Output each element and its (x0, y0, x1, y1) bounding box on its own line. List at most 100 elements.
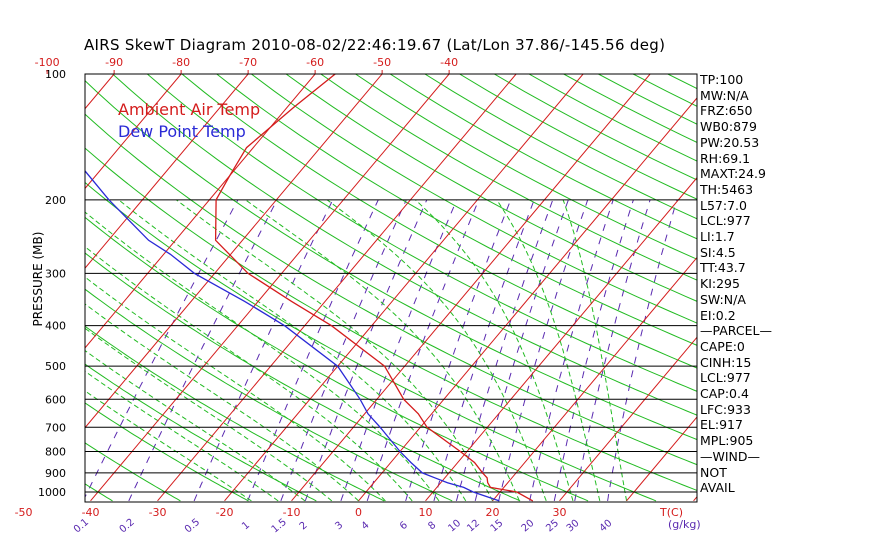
isotherm-line (291, 74, 651, 502)
stat-line: CAP:0.4 (700, 386, 749, 402)
mixing-ratio-line (405, 199, 512, 502)
mixing-ratio-line (529, 199, 614, 502)
mixing-ratio-tick-label: 10 (446, 518, 463, 535)
stat-line: NOT (700, 464, 727, 480)
moist-adiabat-line (326, 199, 547, 502)
top-temp-tick-label: -60 (306, 56, 324, 69)
isotherm-line (224, 74, 584, 502)
mixing-ratio-line (280, 199, 407, 502)
top-temp-tick-label: -80 (172, 56, 190, 69)
pressure-tick-label: 400 (45, 320, 66, 333)
bottom-temp-tick-label: -10 (283, 506, 301, 519)
dry-adiabat-line (146, 74, 697, 392)
plot-frame (84, 73, 698, 503)
pressure-tick-label: 1000 (38, 486, 66, 499)
stat-line: LI:1.7 (700, 229, 735, 245)
mixing-ratio-lines (85, 199, 678, 502)
mixing-ratio-tick-label: 25 (544, 518, 561, 535)
moist-adiabat-line (85, 349, 306, 502)
isotherm-line (358, 97, 697, 502)
moist-adiabat-line (85, 327, 333, 502)
isotherm-line (559, 336, 697, 502)
mixing-ratio-tick-label: 4 (360, 520, 372, 533)
top-temp-tick-label: -40 (440, 56, 458, 69)
dry-adiabat-line (285, 74, 697, 302)
mixing-ratio-tick-label: 0.1 (72, 517, 91, 536)
mixing-ratio-tick-label: 20 (520, 518, 537, 535)
stat-line: SW:N/A (700, 291, 746, 307)
moist-adiabat-line (245, 199, 520, 502)
mixing-ratio-tick-label: 40 (598, 518, 615, 535)
stat-line: KI:295 (700, 276, 740, 292)
bottom-temp-tick-label: 10 (419, 506, 433, 519)
bottom-temp-tick-label: -30 (149, 506, 167, 519)
stat-line: AVAIL (700, 480, 735, 496)
dry-adiabat-line (181, 74, 697, 369)
isotherm-line (85, 74, 249, 269)
isotherm-line (85, 74, 316, 349)
legend-dew-point: Dew Point Temp (118, 122, 246, 141)
mixing-ratio-line (193, 199, 334, 502)
mixing-ratio-line (474, 199, 569, 502)
bottom-temp-tick-label: 0 (355, 506, 362, 519)
stat-line: LCL:977 (700, 370, 751, 386)
stat-line: —PARCEL— (700, 323, 772, 339)
moist-adiabat-line (85, 276, 386, 502)
isotherm-line (492, 256, 697, 502)
dry-adiabat-line (216, 74, 697, 346)
isotherm-line (85, 74, 182, 190)
moist-adiabat-line (175, 199, 494, 502)
top-temp-tick-label: -70 (239, 56, 257, 69)
top-temp-tick-label: -100 (35, 56, 60, 69)
stat-line: CINH:15 (700, 354, 752, 370)
isotherms (85, 74, 870, 502)
legend-ambient-temp: Ambient Air Temp (118, 100, 261, 119)
chart-title: AIRS SkewT Diagram 2010-08-02/22:46:19.6… (84, 36, 666, 54)
isotherm-line (626, 416, 697, 502)
dew-point-line (85, 169, 500, 502)
ambient-temp-line (214, 74, 534, 502)
moist-adiabat-line (415, 199, 574, 502)
sounding-stats-panel: TP:100 MW:N/A FRZ:650 WB0:879 PW:20.53 RH:69.… (700, 72, 772, 496)
dry-adiabat-line (85, 252, 521, 502)
mixing-ratio-tick-label: 12 (465, 518, 482, 535)
moist-adiabats (85, 199, 628, 502)
pressure-tick-label: 900 (45, 467, 66, 480)
stat-line: EL:917 (700, 417, 743, 433)
mixing-ratio-line (340, 199, 458, 502)
stat-line: EI:0.2 (700, 307, 736, 323)
stat-line: FRZ:650 (700, 103, 753, 119)
top-temperature-axis: -120-110-100-90-80-70-60-50-40 (35, 56, 458, 74)
mixing-ratio-line (304, 199, 428, 502)
bottom-temp-tick-label: -20 (216, 506, 234, 519)
mixing-ratio-line (455, 199, 554, 502)
pressure-tick-label: 700 (45, 421, 66, 434)
profile-series (85, 74, 534, 502)
mixing-ratio-axis: 0.1 0.2 0.5 1 1.5 2 3 4 6 8 10 12 15 20 25 30 40 (g/kg) (72, 517, 701, 536)
mixing-ratio-tick-label: 1.5 (270, 517, 289, 536)
moist-adiabat-line (562, 199, 628, 502)
moist-adiabat-line (85, 211, 440, 502)
mixing-ratio-tick-label: 2 (298, 520, 310, 533)
stat-line: WB0:879 (700, 119, 757, 135)
dry-adiabat-line (85, 402, 249, 502)
moist-adiabat-line (118, 199, 467, 502)
stat-line: PW:20.53 (700, 134, 760, 150)
moist-adiabat-line (85, 303, 359, 502)
stat-line: LFC:933 (700, 401, 751, 417)
moist-adiabat-line (85, 390, 252, 502)
bottom-axis-label: T(C) (659, 506, 683, 519)
bottom-temp-tick-label: 20 (486, 506, 500, 519)
dry-adiabat-line (85, 288, 453, 502)
mixing-ratio-tick-label: 0.5 (183, 517, 202, 536)
isotherm-line (425, 176, 697, 502)
moist-adiabat-line (496, 199, 601, 502)
stat-line: TH:5463 (700, 181, 754, 197)
isobars (85, 199, 697, 493)
bottom-temp-tick-label: 30 (553, 506, 567, 519)
stat-line: MW:N/A (700, 87, 749, 103)
y-axis-label: PRESSURE (MB) (31, 231, 45, 327)
stat-line: SI:4.5 (700, 244, 736, 260)
isotherm-line (761, 74, 870, 501)
